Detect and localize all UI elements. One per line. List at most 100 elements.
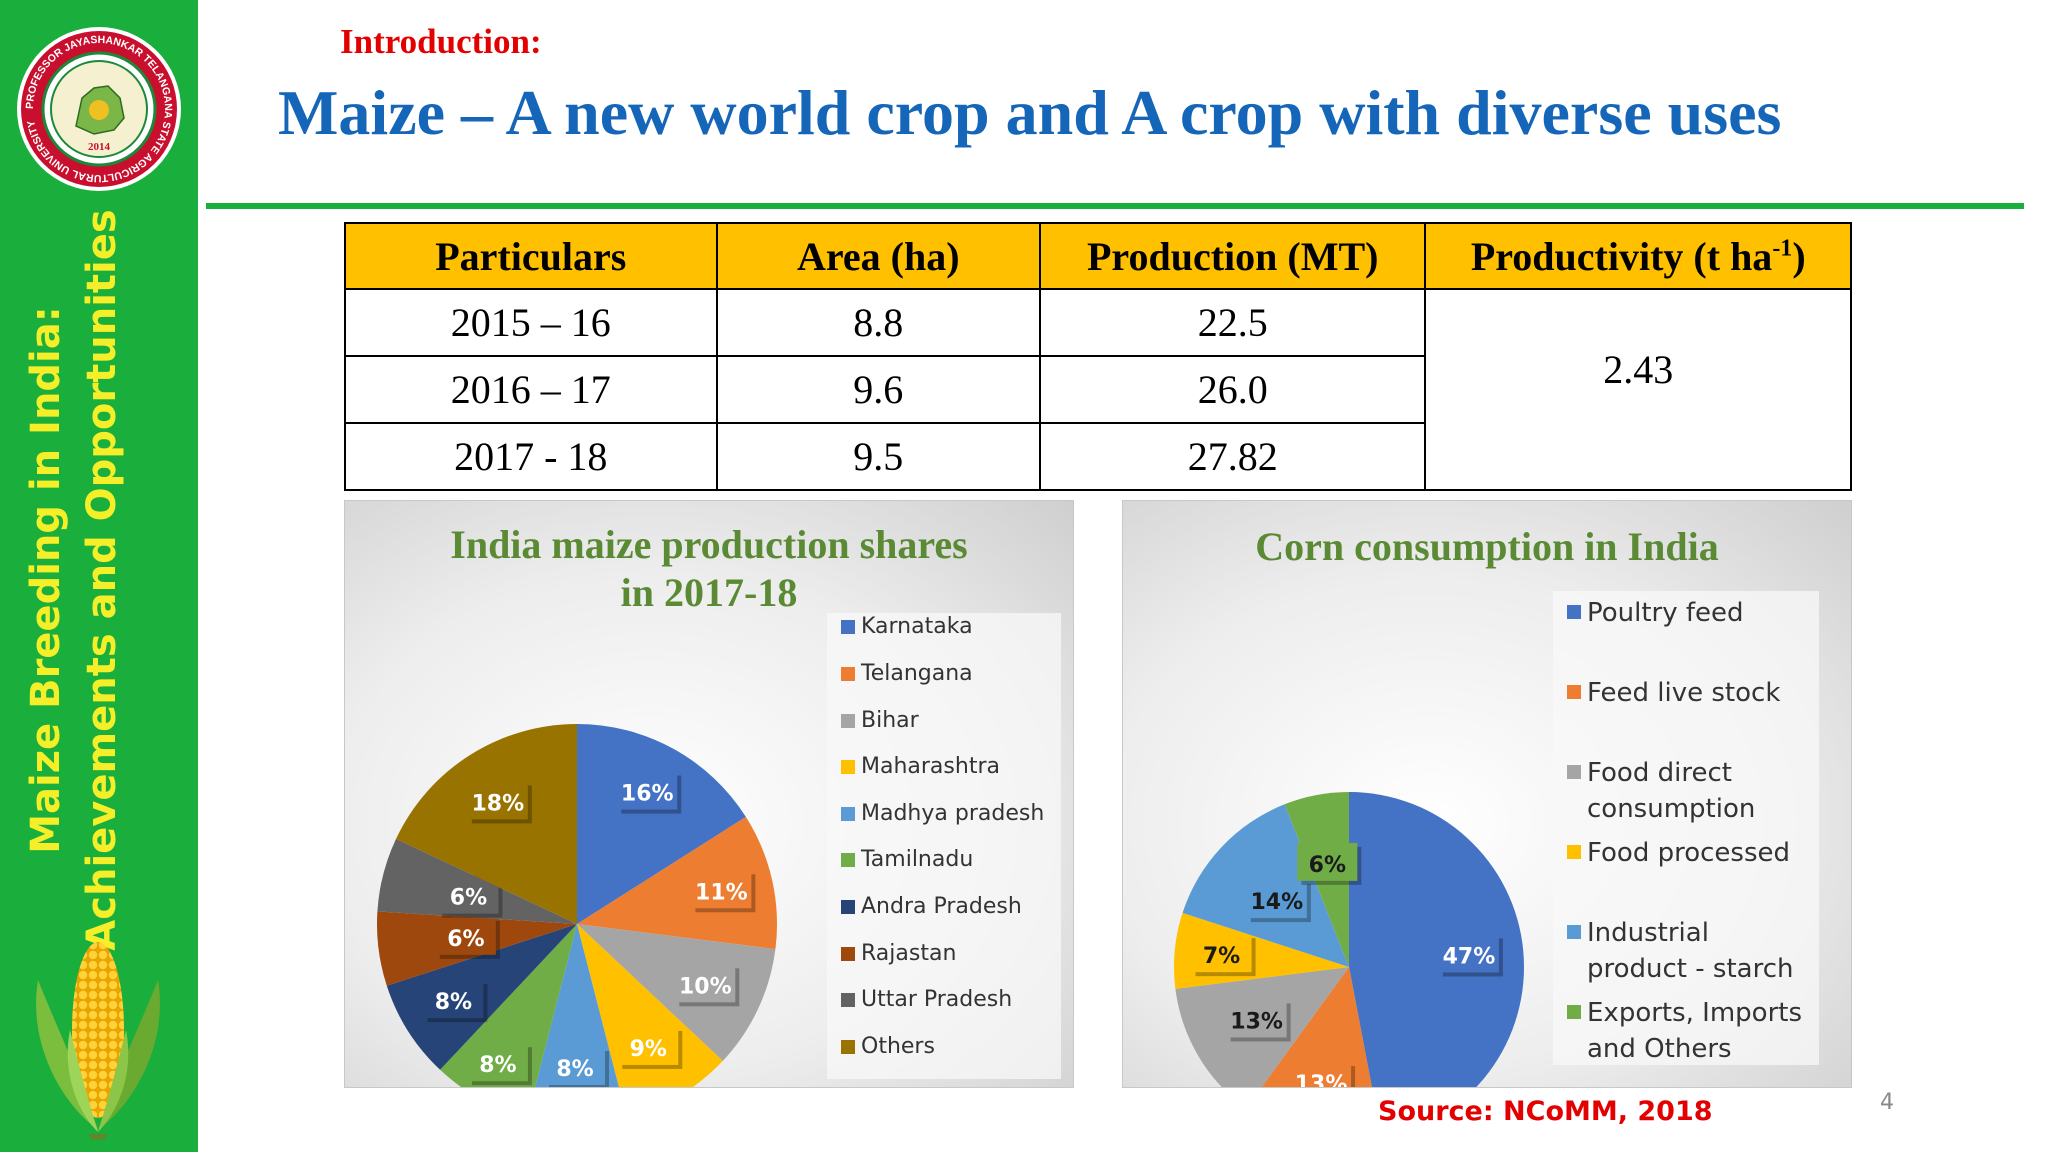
data-label-box (1246, 880, 1307, 919)
legend-item-andra-pradesh: Andra Pradesh (841, 893, 1022, 921)
legend-label: Others (861, 1034, 935, 1059)
sidebar-title: Maize Breeding in India: Achievements an… (18, 200, 178, 960)
data-label-box (467, 1043, 528, 1082)
data-label-exports-imports-and-others: 6% (1297, 842, 1362, 885)
logo-year: 2014 (88, 141, 111, 153)
data-label-text: 16% (621, 782, 674, 807)
cell-area: 9.6 (715, 355, 1041, 424)
pie-slice-poultry-feed (1349, 792, 1524, 1087)
legend-swatch (841, 667, 855, 681)
pie-slice-madhya-pradesh (535, 924, 619, 1087)
data-label-box (1191, 934, 1252, 973)
data-label-text: 11% (695, 880, 748, 905)
source-note: Source: NCoMM, 2018 (1378, 1096, 1713, 1127)
header-area: Area (ha) (715, 222, 1041, 290)
cell-production: 22.5 (1038, 288, 1427, 357)
data-label-text: 8% (556, 1057, 593, 1082)
data-label-box (423, 980, 484, 1019)
legend-swatch (841, 1040, 855, 1054)
legend-swatch (841, 807, 855, 821)
data-label-maharashtra: 9% (618, 1026, 683, 1069)
production-shares-chart: India maize production shares in 2017-18… (344, 500, 1074, 1088)
production-pie: 16% 11% 10% 9% 8% 8% 8% 6% 6% 18% (377, 724, 777, 1087)
legend-swatch (1567, 925, 1581, 939)
table-row: 2017 - 18 9.5 27.82 (344, 422, 1851, 491)
data-label-box (1438, 934, 1499, 973)
legend-label: Maharashtra (861, 754, 1000, 779)
data-label-box (435, 916, 496, 955)
legend-label: Feed live stock (1587, 678, 1781, 708)
legend-item-bihar: Bihar (841, 707, 919, 735)
legend-swatch (1567, 765, 1581, 779)
data-label-karnataka: 16% (617, 771, 682, 814)
data-label-poultry-feed: 47% (1438, 934, 1503, 977)
chart-title-line-2: in 2017-18 (620, 570, 798, 615)
page-number: 4 (1880, 1090, 1894, 1115)
pie-slice-others (396, 724, 577, 924)
cell-particular: 2017 - 18 (344, 422, 718, 491)
data-label-text: 7% (1203, 944, 1240, 969)
legend-label: Bihar (861, 708, 919, 733)
legend-swatch (841, 947, 855, 961)
header-productivity-sup: -1 (1772, 235, 1793, 262)
legend-item-others: Others (841, 1033, 935, 1061)
legend-swatch (841, 993, 855, 1007)
table-header-row: Particulars Area (ha) Production (MT) Pr… (344, 222, 1852, 290)
legend-swatch (1567, 685, 1581, 699)
table-row: 2016 – 17 9.6 26.0 (344, 355, 1851, 424)
header-productivity: Productivity (t ha-1) (1424, 222, 1852, 290)
sidebar-title-line-2: Achievements and Opportunities (79, 209, 125, 951)
data-label-box (1297, 842, 1358, 881)
legend-swatch (841, 760, 855, 774)
cell-production: 27.82 (1038, 422, 1427, 491)
header-productivity-close: ) (1792, 233, 1806, 279)
data-label-food-direct-consumption: 13% (1226, 999, 1291, 1042)
legend-label: Exports, Imports and Others (1587, 998, 1803, 1064)
legend-item-exports-imports-and-others: Exports, Imports and Others (1567, 995, 1802, 1067)
data-label-madhya-pradesh: 8% (545, 1047, 609, 1087)
legend-swatch (841, 714, 855, 728)
cell-production: 26.0 (1038, 355, 1427, 424)
chart-legend: Karnataka Telangana Bihar Maharashtra Madhya… (827, 613, 1061, 1079)
legend-label: Tamilnadu (861, 847, 974, 872)
legend-swatch (1567, 605, 1581, 619)
legend-swatch (841, 620, 855, 634)
header-productivity-text: Productivity (t ha (1470, 233, 1773, 279)
data-label-text: 6% (450, 886, 487, 911)
legend-swatch (1567, 845, 1581, 859)
consumption-pie: 47% 13% 13% 7% 14%6% (1174, 792, 1524, 1087)
legend-label: Industrial product - starch (1587, 918, 1794, 984)
cell-particular: 2016 – 17 (344, 355, 718, 424)
data-label-text: 47% (1443, 944, 1496, 969)
legend-item-feed-live-stock: Feed live stock (1567, 675, 1780, 711)
legend-item-industrial-product-starch: Industrial product - starch (1567, 915, 1793, 987)
pie-slice-maharashtra (577, 924, 723, 1087)
header-particulars: Particulars (344, 222, 718, 290)
data-label-others: 18% (467, 781, 532, 824)
legend-label: Food processed (1587, 838, 1791, 868)
data-label-text: 10% (679, 974, 732, 999)
pie-slice-feed-live-stock (1261, 967, 1372, 1087)
header-production: Production (MT) (1038, 222, 1427, 290)
title-divider (206, 203, 2024, 209)
legend-item-rajastan: Rajastan (841, 940, 956, 968)
data-label-industrial-product-starch: 14% (1246, 880, 1311, 923)
data-label-text: 6% (1309, 853, 1346, 878)
data-label-feed-live-stock: 13% (1291, 1062, 1356, 1087)
data-label-box (691, 870, 752, 909)
data-label-text: 8% (435, 990, 472, 1015)
data-label-text: 9% (630, 1037, 667, 1062)
sidebar-title-line-1: Maize Breeding in India: (23, 306, 69, 854)
data-label-food-processed: 7% (1191, 934, 1256, 977)
data-label-box (467, 781, 528, 820)
chart-title-line-1: India maize production shares (450, 522, 968, 567)
data-label-text: 14% (1251, 890, 1304, 915)
legend-item-poultry-feed: Poultry feed (1567, 595, 1744, 631)
data-label-text: 13% (1295, 1072, 1348, 1087)
data-label-andra-pradesh: 8% (423, 980, 488, 1023)
data-label-text: 6% (447, 927, 484, 952)
data-label-box (617, 771, 678, 810)
intro-label: Introduction: (340, 22, 542, 61)
productivity-value: 2.43 (1603, 347, 1674, 392)
legend-label: Food direct consumption (1587, 758, 1756, 824)
